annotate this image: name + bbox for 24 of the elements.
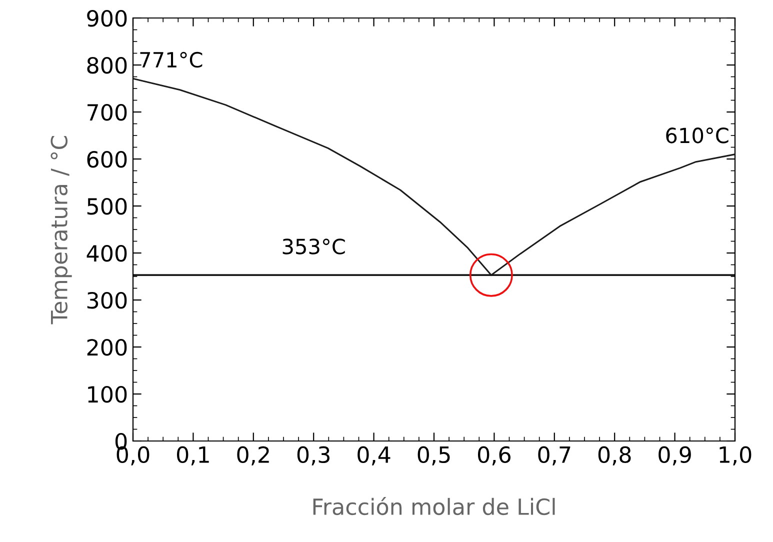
annotation: 610°C <box>666 128 728 144</box>
x-tick-label: 0,5 <box>418 446 450 466</box>
y-tick-label: 200 <box>87 338 127 356</box>
x-tick-label: 0,1 <box>176 446 209 466</box>
y-tick-label: 900 <box>87 10 127 27</box>
x-tick-label: 0,8 <box>598 446 631 466</box>
x-tick-label: 0,9 <box>658 446 691 466</box>
x-tick-label: 0,2 <box>237 446 269 466</box>
x-tick-label: 0,3 <box>297 446 330 466</box>
ref-line-label: 353°C <box>282 238 345 254</box>
y-tick-label: 800 <box>87 56 127 74</box>
y-tick-label: 100 <box>88 386 127 403</box>
x-tick-label: 0,4 <box>358 446 390 466</box>
annotation: 771°C <box>140 52 202 68</box>
x-tick-label: 1,0 <box>720 446 752 466</box>
y-tick-label: 600 <box>87 150 127 168</box>
x-tick-label: 0,7 <box>538 446 570 466</box>
x-axis-title: Fracción molar de LiCl <box>313 497 555 516</box>
y-tick-label: 400 <box>86 244 127 262</box>
x-tick-label: 0,6 <box>478 446 510 466</box>
y-tick-label: 300 <box>87 292 127 309</box>
y-axis-title: Temperatura / °C <box>50 136 72 324</box>
y-tick-label: 700 <box>88 104 127 121</box>
y-tick-label: 500 <box>87 198 127 215</box>
